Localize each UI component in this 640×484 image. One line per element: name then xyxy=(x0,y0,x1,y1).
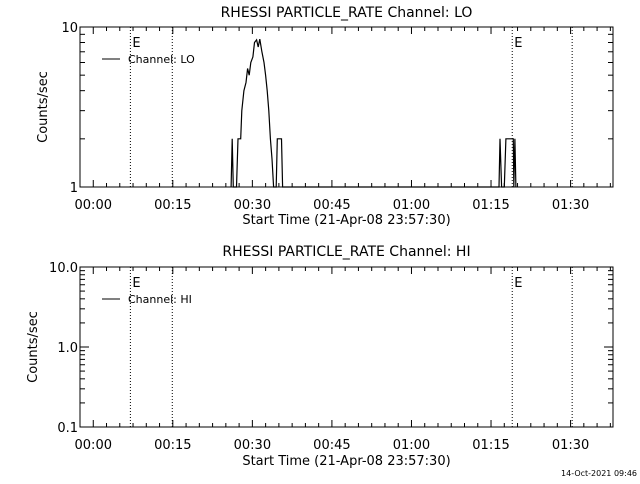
y-axis-label: Counts/sec xyxy=(26,311,41,383)
y-tick-label: 10 xyxy=(61,21,78,36)
x-tick-label: 01:30 xyxy=(552,198,589,213)
time-marker-label: E xyxy=(132,276,140,291)
time-marker-label: E xyxy=(514,36,522,51)
lo-channel-panel: RHESSI PARTICLE_RATE Channel: LO 00:00 00:… xyxy=(36,5,614,228)
x-tick-label: 01:15 xyxy=(472,198,509,213)
time-marker-label: E xyxy=(514,276,522,291)
x-tick-label: 01:30 xyxy=(552,438,589,453)
plot-frame xyxy=(79,266,614,428)
legend-label: Channel: LO xyxy=(128,53,195,66)
chart-title: RHESSI PARTICLE_RATE Channel: HI xyxy=(222,244,470,260)
x-tick-label: 01:00 xyxy=(393,198,430,213)
legend: Channel: HI xyxy=(102,293,192,306)
legend: Channel: LO xyxy=(102,53,195,66)
x-tick-label: 00:00 xyxy=(75,438,112,453)
legend-label: Channel: HI xyxy=(128,293,192,306)
x-tick-label: 00:30 xyxy=(234,438,271,453)
y-tick-label: 0.1 xyxy=(57,421,78,436)
x-tick-label: 00:30 xyxy=(234,198,271,213)
x-tick-label: 01:15 xyxy=(472,438,509,453)
hi-channel-panel: RHESSI PARTICLE_RATE Channel: HI 00:00 00:… xyxy=(26,244,614,469)
y-axis-label: Counts/sec xyxy=(36,71,51,143)
series-line xyxy=(230,38,517,188)
chart-title: RHESSI PARTICLE_RATE Channel: LO xyxy=(221,5,473,21)
generation-timestamp: 14-Oct-2021 09:46 xyxy=(561,469,637,478)
x-axis-label: Start Time (21-Apr-08 23:57:30) xyxy=(242,213,450,228)
x-tick-label: 00:00 xyxy=(75,198,112,213)
y-tick-label: 1 xyxy=(70,181,78,196)
y-tick-label: 1.0 xyxy=(57,341,78,356)
x-tick-label: 00:15 xyxy=(154,198,191,213)
plot-frame xyxy=(79,26,614,188)
x-tick-label: 00:45 xyxy=(313,198,350,213)
y-tick-label: 10.0 xyxy=(49,261,78,276)
x-tick-label: 00:15 xyxy=(154,438,191,453)
time-marker-label: E xyxy=(132,36,140,51)
x-tick-label: 00:45 xyxy=(313,438,350,453)
x-axis-label: Start Time (21-Apr-08 23:57:30) xyxy=(242,454,450,469)
x-tick-label: 01:00 xyxy=(393,438,430,453)
